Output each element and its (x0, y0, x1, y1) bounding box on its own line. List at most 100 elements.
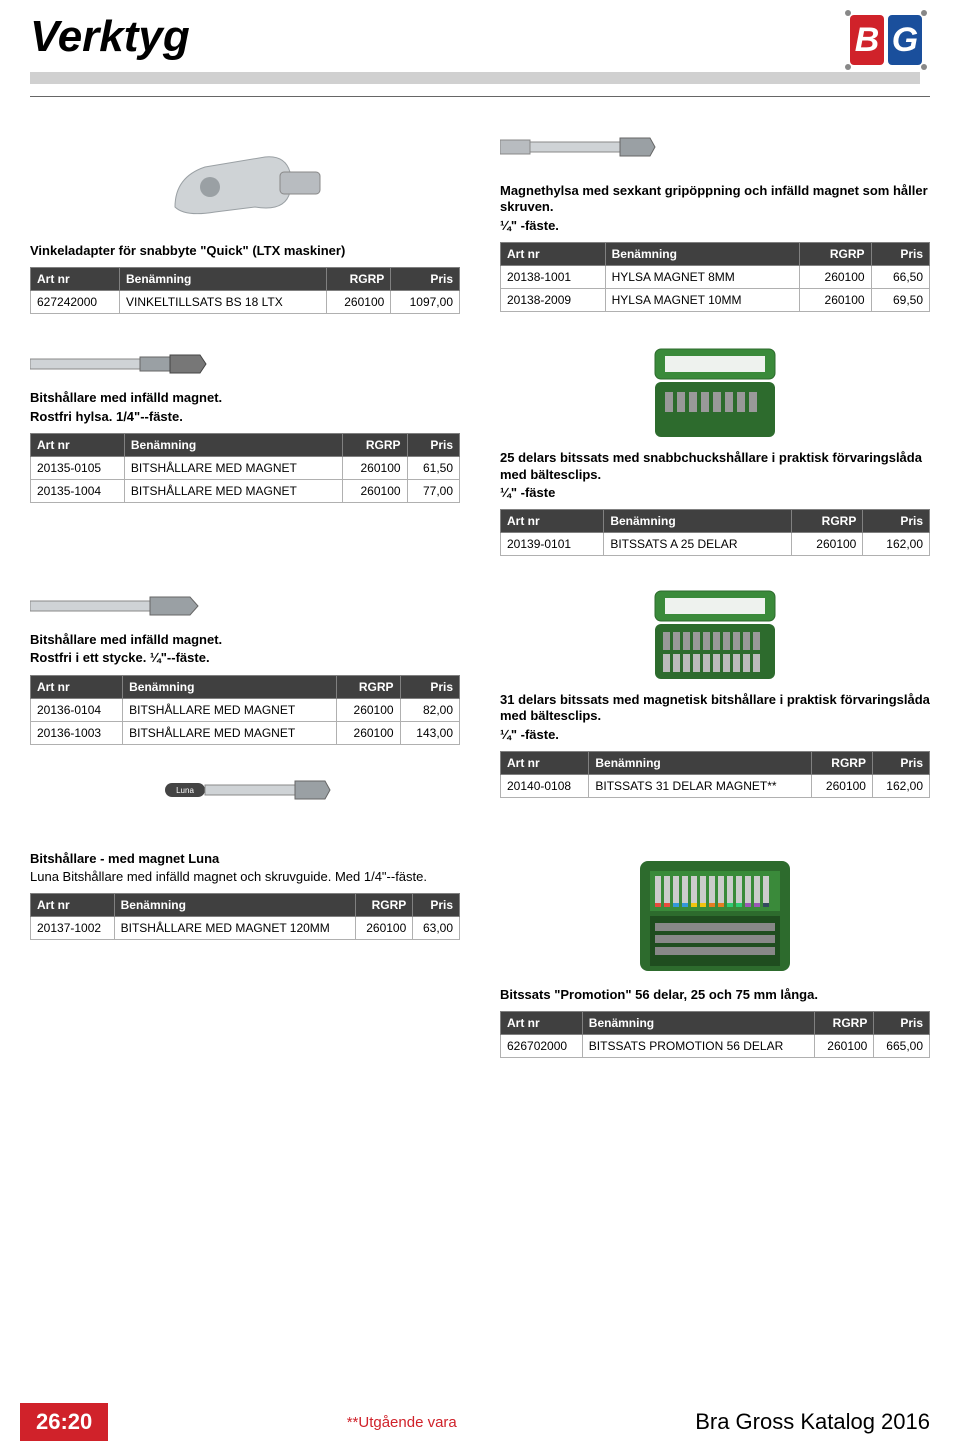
price-table-vinkeladapter: Art nr Benämning RGRP Pris 627242000 VIN… (30, 267, 460, 314)
th-name: Benämning (124, 433, 342, 456)
table-row: 627242000 VINKELTILLSATS BS 18 LTX 26010… (31, 291, 460, 314)
price-table-bitssats56: Art nr Benämning RGRP Pris 626702000 BIT… (500, 1011, 930, 1058)
th-rgrp: RGRP (799, 242, 871, 265)
th-name: Benämning (123, 675, 337, 698)
title-rule (30, 72, 920, 84)
th-art: Art nr (501, 1011, 583, 1034)
th-price: Pris (391, 268, 460, 291)
cell-price: 665,00 (874, 1034, 930, 1057)
th-price: Pris (874, 1011, 930, 1034)
cell-name: BITSHÅLLARE MED MAGNET (123, 721, 337, 744)
brand-logo: B G (842, 5, 930, 75)
cell-name: BITSHÅLLARE MED MAGNET (124, 479, 342, 502)
th-rgrp: RGRP (814, 1011, 873, 1034)
cell-art: 20139-0101 (501, 533, 604, 556)
cell-art: 20135-1004 (31, 479, 125, 502)
cell-name: BITSSATS 31 DELAR MAGNET** (589, 774, 812, 797)
cell-rgrp: 260100 (326, 291, 391, 314)
th-name: Benämning (589, 751, 812, 774)
product-image-bitshallare1 (30, 344, 460, 384)
cell-name: BITSHÅLLARE MED MAGNET (124, 456, 342, 479)
th-rgrp: RGRP (812, 751, 873, 774)
cell-price: 82,00 (400, 698, 459, 721)
svg-text:G: G (892, 21, 918, 59)
cell-art: 20140-0108 (501, 774, 589, 797)
th-name: Benämning (605, 242, 799, 265)
desc-bitssats31: 31 delars bitssats med magnetisk bitshål… (500, 692, 930, 725)
desc-bitshallare2-2: Rostfri i ett stycke. ¼"--fäste. (30, 650, 460, 666)
title-bitshallare-luna: Bitshållare - med magnet Luna (30, 851, 460, 867)
th-art: Art nr (501, 510, 604, 533)
th-price: Pris (871, 242, 929, 265)
cell-name: HYLSA MAGNET 10MM (605, 288, 799, 311)
cell-art: 20136-1003 (31, 721, 123, 744)
desc-bitssats31-2: ¼" -fäste. (500, 727, 930, 743)
product-image-bitssats25 (500, 344, 930, 444)
th-art: Art nr (501, 751, 589, 774)
cell-rgrp: 260100 (342, 479, 407, 502)
cell-price: 77,00 (407, 479, 459, 502)
th-rgrp: RGRP (342, 433, 407, 456)
table-row: 20135-0105 BITSHÅLLARE MED MAGNET 260100… (31, 456, 460, 479)
th-art: Art nr (31, 268, 120, 291)
th-art: Art nr (31, 433, 125, 456)
cell-name: VINKELTILLSATS BS 18 LTX (120, 291, 327, 314)
th-name: Benämning (604, 510, 792, 533)
table-row: 20137-1002 BITSHÅLLARE MED MAGNET 120MM … (31, 917, 460, 940)
table-row: 20139-0101 BITSSATS A 25 DELAR 260100 16… (501, 533, 930, 556)
cell-price: 63,00 (413, 917, 460, 940)
desc-magnethylsa: Magnethylsa med sexkant gripöppning och … (500, 183, 930, 216)
product-image-bitshallare2 (30, 586, 460, 626)
th-price: Pris (400, 675, 459, 698)
svg-text:Luna: Luna (176, 786, 194, 795)
table-row: 20136-0104 BITSHÅLLARE MED MAGNET 260100… (31, 698, 460, 721)
cell-art: 20135-0105 (31, 456, 125, 479)
product-image-vinkeladapter (30, 117, 460, 237)
th-name: Benämning (114, 894, 355, 917)
th-name: Benämning (582, 1011, 814, 1034)
th-art: Art nr (31, 894, 115, 917)
cell-rgrp: 260100 (342, 456, 407, 479)
price-table-bitssats31: Art nr Benämning RGRP Pris 20140-0108 BI… (500, 751, 930, 798)
cell-rgrp: 260100 (799, 265, 871, 288)
table-row: 626702000 BITSSATS PROMOTION 56 DELAR 26… (501, 1034, 930, 1057)
table-row: 20140-0108 BITSSATS 31 DELAR MAGNET** 26… (501, 774, 930, 797)
price-table-luna: Art nr Benämning RGRP Pris 20137-1002 BI… (30, 893, 460, 940)
cell-rgrp: 260100 (792, 533, 863, 556)
desc-bitssats25: 25 delars bitssats med snabbchuckshållar… (500, 450, 930, 483)
th-rgrp: RGRP (326, 268, 391, 291)
th-rgrp: RGRP (355, 894, 413, 917)
svg-text:B: B (855, 21, 880, 59)
cell-price: 143,00 (400, 721, 459, 744)
cell-name: BITSHÅLLARE MED MAGNET 120MM (114, 917, 355, 940)
price-table-bitssats25: Art nr Benämning RGRP Pris 20139-0101 BI… (500, 509, 930, 556)
desc-bitssats56: Bitssats "Promotion" 56 delar, 25 och 75… (500, 987, 930, 1003)
page-number: 26:20 (20, 1403, 108, 1441)
price-table-bitshallare2: Art nr Benämning RGRP Pris 20136-0104 BI… (30, 675, 460, 745)
cell-rgrp: 260100 (814, 1034, 873, 1057)
th-price: Pris (413, 894, 460, 917)
cell-price: 162,00 (872, 774, 929, 797)
th-price: Pris (863, 510, 930, 533)
cell-art: 20137-1002 (31, 917, 115, 940)
catalog-title: Bra Gross Katalog 2016 (695, 1409, 930, 1435)
cell-art: 626702000 (501, 1034, 583, 1057)
desc-vinkeladapter: Vinkeladapter för snabbyte "Quick" (LTX … (30, 243, 460, 259)
th-art: Art nr (501, 242, 606, 265)
desc-bitshallare-luna: Luna Bitshållare med infälld magnet och … (30, 869, 460, 885)
cell-name: BITSHÅLLARE MED MAGNET (123, 698, 337, 721)
cell-name: BITSSATS PROMOTION 56 DELAR (582, 1034, 814, 1057)
page-footer: 26:20 **Utgående vara Bra Gross Katalog … (0, 1400, 960, 1444)
desc-magnethylsa-2: ¼" -fäste. (500, 218, 930, 234)
th-rgrp: RGRP (337, 675, 400, 698)
th-name: Benämning (120, 268, 327, 291)
product-image-luna-bit: Luna (30, 765, 460, 815)
product-image-bitssats56 (500, 851, 930, 981)
cell-name: BITSSATS A 25 DELAR (604, 533, 792, 556)
cell-price: 66,50 (871, 265, 929, 288)
table-row: 20138-2009 HYLSA MAGNET 10MM 260100 69,5… (501, 288, 930, 311)
table-row: 20136-1003 BITSHÅLLARE MED MAGNET 260100… (31, 721, 460, 744)
cell-name: HYLSA MAGNET 8MM (605, 265, 799, 288)
footer-note: **Utgående vara (108, 1414, 695, 1431)
desc-bitshallare1: Bitshållare med infälld magnet. (30, 390, 460, 406)
